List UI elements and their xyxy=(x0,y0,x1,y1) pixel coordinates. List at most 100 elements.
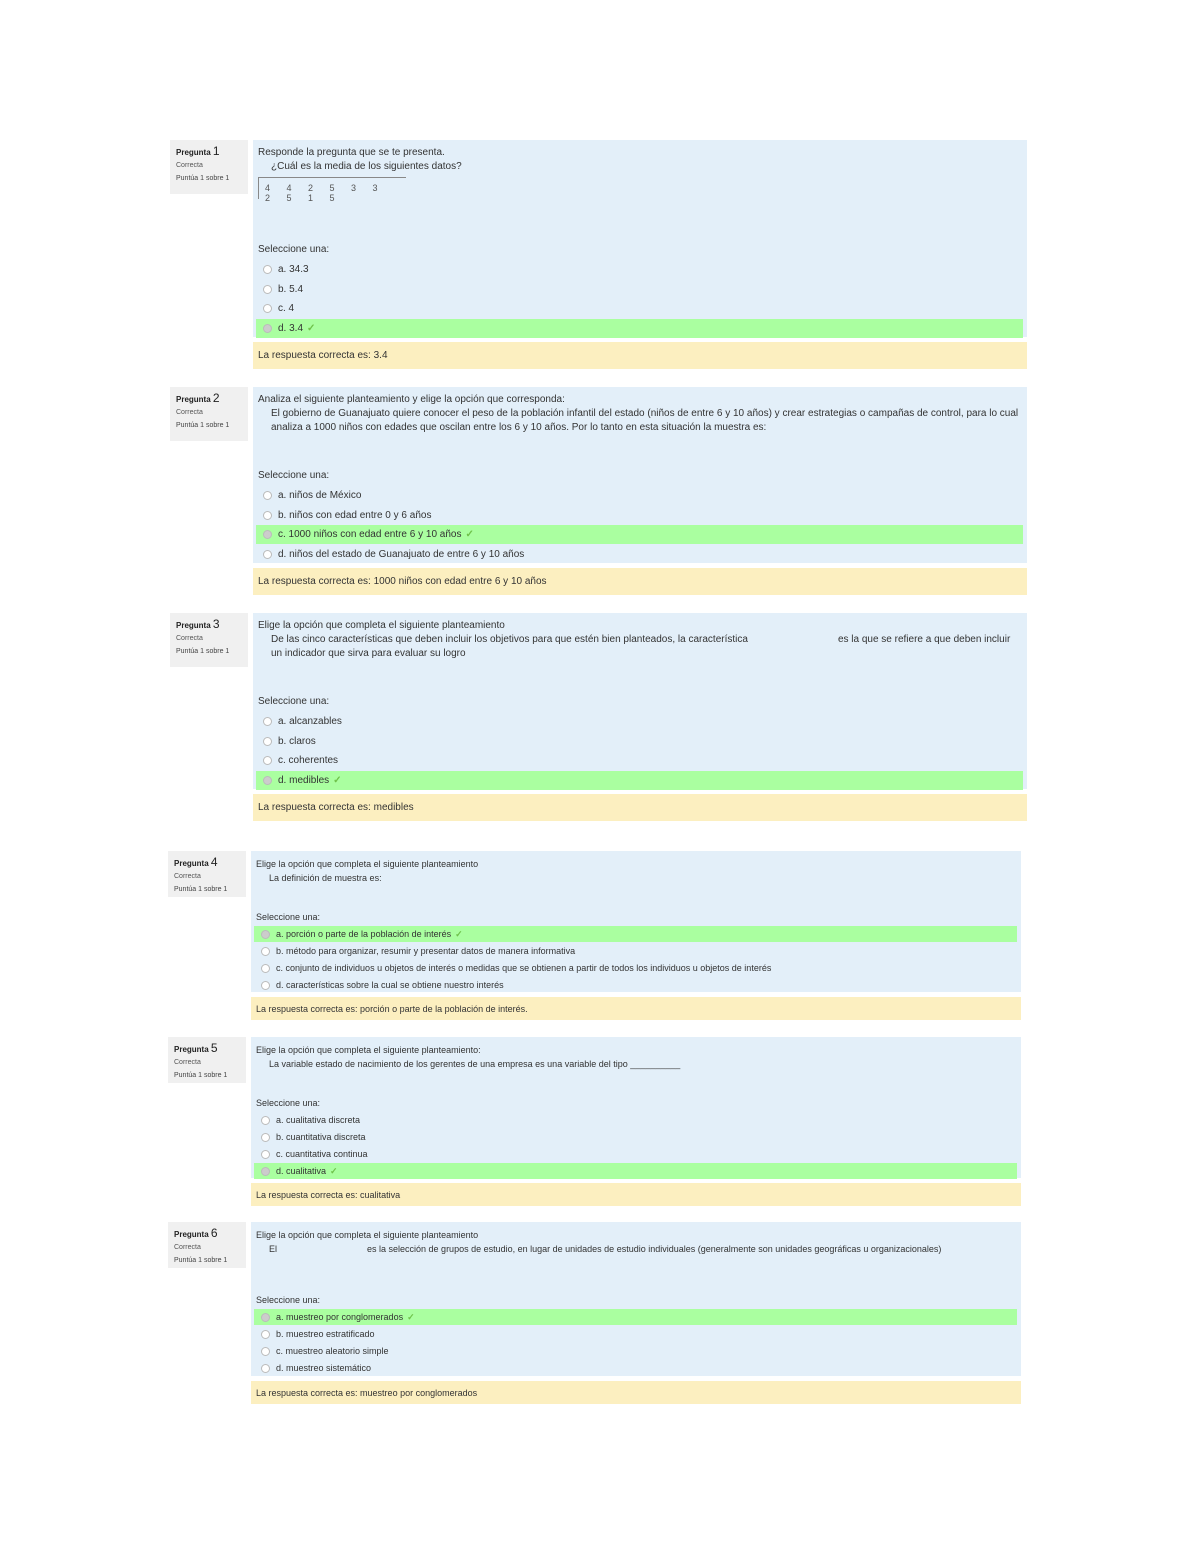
question-content: Elige la opción que completa el siguient… xyxy=(251,1222,1021,1376)
answer-option[interactable]: c. 1000 niños con edad entre 6 y 10 años… xyxy=(256,525,1023,544)
question-content: Elige la opción que completa el siguient… xyxy=(251,851,1021,992)
radio-icon[interactable] xyxy=(263,756,272,765)
option-label: d. medibles xyxy=(278,774,330,786)
answer-option[interactable]: b. cuantitativa discreta xyxy=(254,1129,1017,1145)
answer-option[interactable]: d. medibles ✓ xyxy=(256,770,1023,790)
option-label: b. niños con edad entre 0 y 6 años xyxy=(278,509,432,521)
answer-option[interactable]: d. muestreo sistemático xyxy=(254,1360,1017,1376)
option-label: a. cualitativa discreta xyxy=(276,1115,361,1125)
option-label: b. 5.4 xyxy=(278,283,304,295)
option-label: c. muestreo aleatorio simple xyxy=(276,1346,389,1356)
answer-option[interactable]: c. conjunto de individuos u objetos de i… xyxy=(254,960,1017,976)
option-label: a. niños de México xyxy=(278,490,362,501)
question-grade: Puntúa 1 sobre 1 xyxy=(174,886,228,893)
radio-icon[interactable] xyxy=(261,1132,270,1142)
radio-icon[interactable] xyxy=(263,736,272,746)
radio-icon[interactable] xyxy=(261,929,270,939)
data-table: 4 4 2 5 3 3 2 5 1 5 xyxy=(258,177,406,203)
answer-option[interactable]: a. muestreo por conglomerados ✓ xyxy=(254,1309,1017,1325)
check-icon: ✓ xyxy=(465,529,474,540)
question-text: La variable estado de nacimiento de los … xyxy=(256,1057,1015,1071)
answer-option[interactable]: a. 34.3 xyxy=(256,260,1023,279)
option-label: b. cuantitativa discreta xyxy=(276,1132,366,1142)
question-status: Correcta xyxy=(174,1059,201,1066)
question-text-main: La definición de muestra es: xyxy=(269,873,382,883)
question-text-after: es la selección de grupos de estudio, en… xyxy=(367,1244,942,1254)
question-grade: Puntúa 1 sobre 1 xyxy=(176,648,230,655)
radio-icon[interactable] xyxy=(263,284,272,294)
radio-icon[interactable] xyxy=(263,549,272,559)
option-label: d. 3.4 xyxy=(278,322,304,334)
radio-icon[interactable] xyxy=(261,1363,270,1373)
question-number-label: Pregunta xyxy=(176,395,211,404)
question-prompt: Responde la pregunta que se te presenta.… xyxy=(258,146,1021,174)
question-text: El gobierno de Guanajuato quiere conocer… xyxy=(258,407,1021,435)
answer-option[interactable]: b. niños con edad entre 0 y 6 años xyxy=(256,506,1023,525)
answer-option[interactable]: c. muestreo aleatorio simple xyxy=(254,1343,1017,1359)
answer-option[interactable]: a. porción o parte de la población de in… xyxy=(254,926,1017,942)
select-label: Seleccione una: xyxy=(256,1295,321,1305)
radio-icon[interactable] xyxy=(263,491,272,500)
question-number: Pregunta 5 xyxy=(174,1041,240,1055)
radio-icon[interactable] xyxy=(263,265,272,274)
option-label: c. 1000 niños con edad entre 6 y 10 años xyxy=(278,529,462,540)
radio-icon[interactable] xyxy=(261,1115,270,1125)
select-label: Seleccione una: xyxy=(256,1098,321,1108)
question-prompt: Elige la opción que completa el siguient… xyxy=(256,857,1015,885)
question-prompt: Elige la opción que completa el siguient… xyxy=(256,1043,1015,1071)
radio-icon[interactable] xyxy=(263,304,272,313)
question-number-value: 4 xyxy=(210,855,218,869)
question-instruction: Elige la opción que completa el siguient… xyxy=(256,1230,479,1240)
radio-icon[interactable] xyxy=(261,980,270,990)
question-number-label: Pregunta xyxy=(174,1045,209,1054)
answer-option[interactable]: d. 3.4 ✓ xyxy=(256,318,1023,338)
question-number-value: 2 xyxy=(212,391,220,405)
answer-option[interactable]: b. claros xyxy=(256,732,1023,751)
radio-icon[interactable] xyxy=(263,775,272,785)
question-status: Correcta xyxy=(174,1244,201,1251)
question-number-label: Pregunta xyxy=(174,859,209,868)
answer-option[interactable]: d. cualitativa ✓ xyxy=(254,1163,1017,1179)
question-grade: Puntúa 1 sobre 1 xyxy=(174,1072,228,1079)
answer-option[interactable]: b. 5.4 xyxy=(256,280,1023,299)
answer-option[interactable]: d. niños del estado de Guanajuato de ent… xyxy=(256,545,1023,564)
answer-option[interactable]: a. niños de México xyxy=(256,486,1023,505)
answer-option[interactable]: c. 4 xyxy=(256,299,1023,318)
question-info: Pregunta 4 Correcta Puntúa 1 sobre 1 xyxy=(168,851,246,897)
option-label: a. 34.3 xyxy=(278,264,309,275)
answer-option[interactable]: a. alcanzables xyxy=(256,712,1023,731)
question-instruction: Elige la opción que completa el siguient… xyxy=(258,620,505,631)
question-number: Pregunta 4 xyxy=(174,855,240,869)
question-status: Correcta xyxy=(176,162,203,169)
answer-option[interactable]: a. cualitativa discreta xyxy=(254,1112,1017,1128)
option-label: a. porción o parte de la población de in… xyxy=(276,929,452,939)
answer-option[interactable]: c. coherentes xyxy=(256,751,1023,770)
correct-answer-feedback: La respuesta correcta es: 1000 niños con… xyxy=(253,568,1027,595)
option-label: b. muestreo estratificado xyxy=(276,1329,375,1339)
radio-icon[interactable] xyxy=(261,1166,270,1176)
radio-icon[interactable] xyxy=(263,510,272,520)
question-content: Elige la opción que completa el siguient… xyxy=(253,613,1027,790)
radio-icon[interactable] xyxy=(261,1149,270,1159)
option-label: c. conjunto de individuos u objetos de i… xyxy=(276,963,772,973)
answer-option[interactable]: b. método para organizar, resumir y pres… xyxy=(254,943,1017,959)
radio-icon[interactable] xyxy=(263,530,272,539)
radio-icon[interactable] xyxy=(261,1312,270,1322)
question-number: Pregunta 1 xyxy=(176,144,242,158)
question-prompt: Elige la opción que completa el siguient… xyxy=(258,619,1021,661)
radio-icon[interactable] xyxy=(261,1329,270,1339)
radio-icon[interactable] xyxy=(261,946,270,956)
option-label: b. claros xyxy=(278,735,316,747)
answer-option[interactable]: d. características sobre la cual se obti… xyxy=(254,977,1017,993)
select-label: Seleccione una: xyxy=(258,470,330,481)
correct-answer-feedback: La respuesta correcta es: porción o part… xyxy=(251,997,1021,1020)
question-instruction: Elige la opción que completa el siguient… xyxy=(256,1045,481,1055)
correct-answer-feedback: La respuesta correcta es: muestreo por c… xyxy=(251,1381,1021,1404)
radio-icon[interactable] xyxy=(261,1346,270,1356)
answer-option[interactable]: c. cuantitativa continua xyxy=(254,1146,1017,1162)
radio-icon[interactable] xyxy=(263,323,272,333)
answer-option[interactable]: b. muestreo estratificado xyxy=(254,1326,1017,1342)
radio-icon[interactable] xyxy=(263,717,272,726)
question-number-label: Pregunta xyxy=(176,148,211,157)
radio-icon[interactable] xyxy=(261,963,270,973)
